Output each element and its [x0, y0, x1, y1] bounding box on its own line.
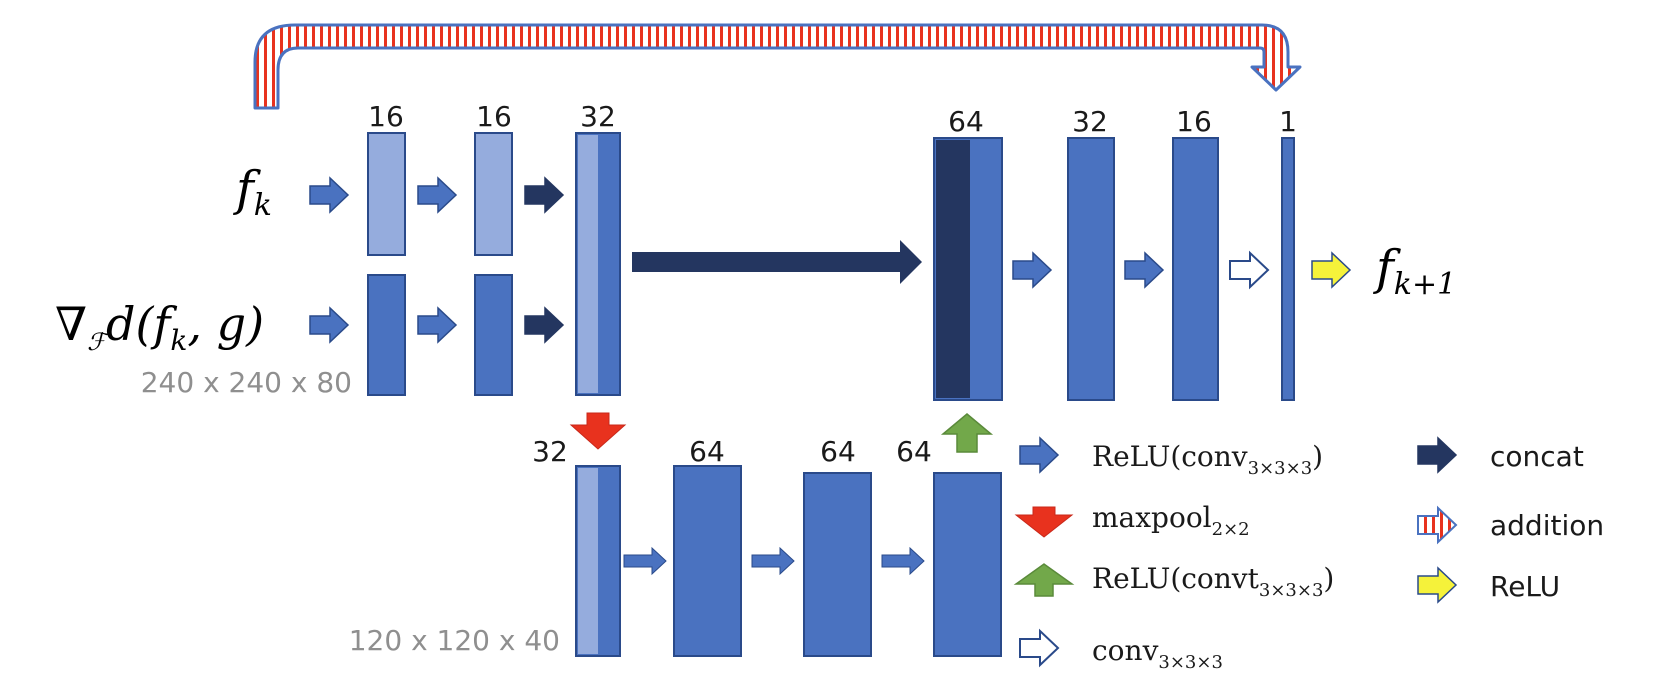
- enc-block-1-top: [367, 132, 406, 256]
- dec-channel-4: 1: [1279, 105, 1297, 138]
- skip-arc-fill: [253, 23, 1302, 110]
- upconv-arrow: [940, 413, 994, 453]
- enc-channel-3: 32: [580, 100, 616, 133]
- maxpool-arrow: [569, 412, 627, 450]
- enc-block-1-bottom: [367, 274, 406, 396]
- long-concat-arrow: [632, 240, 922, 284]
- conv-arrow-1b: [309, 307, 349, 343]
- svg-text:fk+1: fk+1: [1373, 240, 1456, 302]
- conv-arrow-6: [1012, 252, 1052, 288]
- dec-channel-3: 16: [1176, 105, 1212, 138]
- svg-text:∇ℱd(fk, g): ∇ℱd(fk, g): [55, 297, 264, 357]
- legend-concat: concat: [1490, 440, 1584, 473]
- conv-arrow-4: [751, 546, 795, 576]
- legend-addition: addition: [1490, 509, 1604, 542]
- dec-channel-2: 32: [1072, 105, 1108, 138]
- dec-block-3: [1172, 137, 1219, 401]
- conv-arrow-1a: [309, 177, 349, 213]
- enc-block-2-bottom: [474, 274, 513, 396]
- conv-arrow-2b: [417, 307, 457, 343]
- legend-conv: conv3×3×3: [1092, 634, 1223, 673]
- blue-arrow-icon: [1019, 437, 1059, 473]
- input-f-k: fk: [233, 161, 272, 223]
- enc-channel-2: 16: [476, 100, 512, 133]
- legend: ReLU(conv3×3×3) maxpool2×2 ReLU(convt3×3…: [1013, 437, 1604, 673]
- concat-arrow-top: [524, 177, 564, 213]
- bottleneck-dims: 120 x 120 x 40: [349, 624, 560, 657]
- encoder-dims: 240 x 240 x 80: [141, 366, 352, 399]
- legend-relu-convt: ReLU(convt3×3×3): [1092, 562, 1334, 601]
- bottleneck-channel-1: 32: [532, 435, 568, 468]
- dec-block-2: [1067, 137, 1115, 401]
- bottleneck-channel-2: 64: [689, 435, 725, 468]
- conv-arrow-2a: [417, 177, 457, 213]
- concat-arrow-bottom: [524, 307, 564, 343]
- input-gradient: ∇ℱd(fk, g): [55, 297, 264, 357]
- addition-skip-connection: [253, 23, 1302, 110]
- hollow-arrow-icon: [1019, 630, 1059, 666]
- legend-relu-conv: ReLU(conv3×3×3): [1092, 440, 1323, 479]
- conv-arrow-3: [623, 546, 667, 576]
- striped-arrow-icon: [1417, 505, 1458, 545]
- bottleneck-block-1: [575, 465, 621, 657]
- bottleneck-channel-4: 64: [896, 435, 932, 468]
- bottleneck-channel-3: 64: [820, 435, 856, 468]
- red-down-arrow-icon: [1014, 506, 1074, 538]
- bottleneck-block-3: [803, 472, 872, 657]
- bottleneck-block-2: [673, 465, 742, 657]
- svg-text:fk: fk: [233, 161, 272, 223]
- yellow-arrow-icon: [1417, 567, 1457, 603]
- legend-relu: ReLU: [1490, 570, 1560, 603]
- relu-output-arrow: [1311, 252, 1351, 288]
- hollow-conv-arrow: [1229, 252, 1269, 288]
- dec-channel-1: 64: [948, 105, 984, 138]
- enc-block-3: [575, 132, 621, 396]
- conv-arrow-7: [1124, 252, 1164, 288]
- dec-block-4: [1281, 137, 1295, 401]
- green-up-arrow-icon: [1013, 563, 1075, 597]
- bottleneck-block-4: [933, 472, 1002, 657]
- enc-block-2-top: [474, 132, 513, 256]
- navy-arrow-icon: [1417, 437, 1457, 473]
- dec-block-1: [933, 137, 1003, 401]
- output-f-k-plus-1: fk+1: [1373, 240, 1456, 302]
- legend-maxpool: maxpool2×2: [1092, 501, 1250, 540]
- conv-arrow-5: [881, 546, 925, 576]
- enc-channel-1: 16: [368, 100, 404, 133]
